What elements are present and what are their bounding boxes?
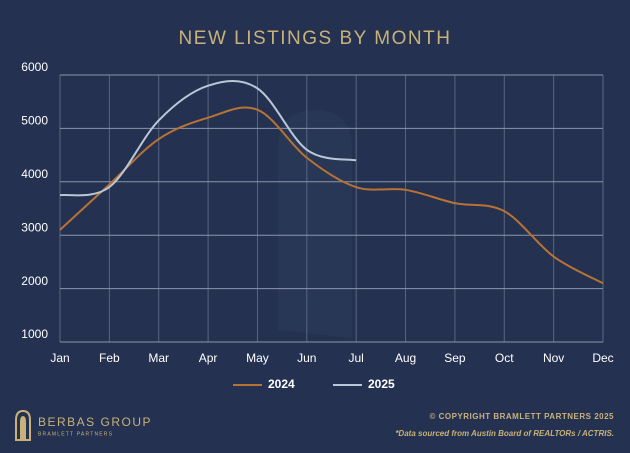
x-tick-label: May <box>246 351 269 365</box>
y-tick-label: 6000 <box>21 60 48 74</box>
x-tick-label: Nov <box>543 351 564 365</box>
x-tick-label: Dec <box>592 351 613 365</box>
logo: BERBAS GROUP BRAMLETT PARTNERS <box>15 409 152 441</box>
y-tick-label: 1000 <box>21 327 48 341</box>
y-tick-label: 4000 <box>21 167 48 181</box>
logo-icon <box>15 409 31 441</box>
x-tick-label: Apr <box>199 351 218 365</box>
x-tick-label: Jan <box>50 351 69 365</box>
x-tick-label: Jun <box>297 351 316 365</box>
x-tick-label: Jul <box>349 351 364 365</box>
legend-label: 2025 <box>368 377 395 391</box>
y-tick-label: 2000 <box>21 274 48 288</box>
x-tick-label: Feb <box>99 351 120 365</box>
logo-name: BERBAS GROUP <box>38 415 152 429</box>
x-tick-label: Mar <box>148 351 169 365</box>
copyright: © COPYRIGHT BRAMLETT PARTNERS 2025 <box>429 412 614 421</box>
x-tick-label: Oct <box>495 351 514 365</box>
series-line <box>59 106 604 285</box>
legend-label: 2024 <box>268 377 295 391</box>
logo-icon-inner <box>20 416 26 440</box>
y-tick-label: 5000 <box>21 114 48 128</box>
x-tick-label: Aug <box>395 351 416 365</box>
source-note: *Data sourced from Austin Board of REALT… <box>395 429 614 438</box>
y-tick-label: 3000 <box>21 220 48 234</box>
series-line <box>59 80 357 197</box>
x-tick-label: Sep <box>444 351 466 365</box>
chart-title: NEW LISTINGS BY MONTH <box>179 28 452 49</box>
watermark <box>278 110 352 338</box>
logo-tagline: BRAMLETT PARTNERS <box>38 431 113 437</box>
